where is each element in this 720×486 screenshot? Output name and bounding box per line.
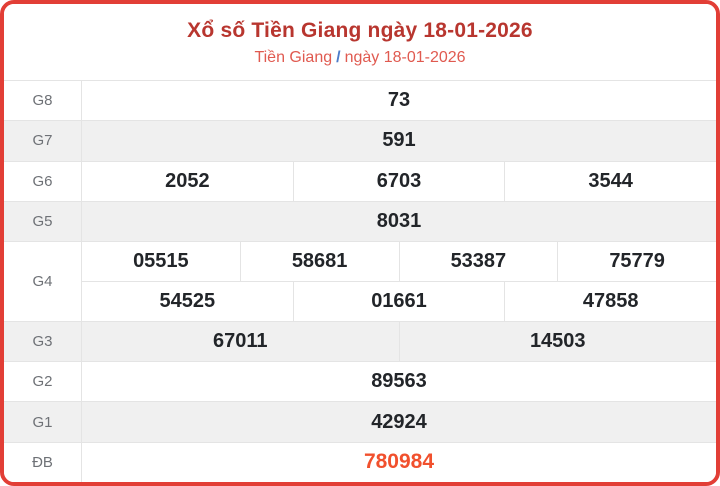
prize-value: 73 <box>387 89 411 112</box>
prize-label: ĐB <box>4 442 82 482</box>
prize-value: 89563 <box>371 370 427 393</box>
breadcrumb-date-link[interactable]: ngày 18-01-2026 <box>344 49 466 66</box>
prize-value: 01661 <box>292 281 505 321</box>
prize-label: G8 <box>4 81 82 121</box>
table-row-g7: G7 591 <box>4 120 716 161</box>
prize-value: 75779 <box>557 242 716 281</box>
prize-label: G3 <box>4 321 82 362</box>
prize-value: 3544 <box>504 161 716 201</box>
special-prize-value: 780984 <box>363 450 435 474</box>
table-row-g8: G8 73 <box>4 81 716 121</box>
prize-value: 6703 <box>292 161 505 201</box>
table-row-g1: G1 42924 <box>4 401 716 442</box>
table-row-g3: G3 67011 14503 <box>4 320 717 362</box>
prize-table: G8 73 G7 591 G6 2052 6703 3544 G5 8031 <box>4 80 716 482</box>
prize-label: G7 <box>4 121 82 161</box>
prize-label: G2 <box>4 362 82 402</box>
prize-value: 14503 <box>398 321 717 362</box>
prize-label: G6 <box>4 161 82 201</box>
table-row-db: ĐB 780984 <box>4 441 716 482</box>
prize-label: G1 <box>4 402 82 442</box>
breadcrumb-region-link[interactable]: Tiền Giang <box>254 49 333 66</box>
prize-value: 54525 <box>159 289 216 312</box>
page-title: Xổ số Tiền Giang ngày 18-01-2026 <box>187 19 533 42</box>
prize-label: G5 <box>4 201 82 242</box>
breadcrumb: Tiền Giang / ngày 18-01-2026 <box>254 49 465 67</box>
prize-value: 42924 <box>371 410 427 433</box>
prize-value: 8031 <box>376 210 422 233</box>
table-row-g6: G6 2052 6703 3544 <box>4 160 716 201</box>
prize-value: 05515 <box>133 250 189 273</box>
prize-value: 67011 <box>212 329 268 352</box>
table-row-g4: G4 05515 58681 53387 75779 54525 01661 4… <box>4 241 716 321</box>
prize-label: G4 <box>4 242 82 321</box>
prize-value: 47858 <box>504 281 716 321</box>
prize-value: 53387 <box>398 242 558 281</box>
prize-value: 2052 <box>165 169 210 192</box>
prize-value: 591 <box>382 129 416 152</box>
results-header: Xổ số Tiền Giang ngày 18-01-2026 Tiền Gi… <box>4 4 716 80</box>
table-row-g5: G5 8031 <box>4 200 716 242</box>
table-row-g2: G2 89563 <box>4 361 716 402</box>
prize-value: 58681 <box>239 242 399 281</box>
breadcrumb-separator: / <box>336 49 341 66</box>
